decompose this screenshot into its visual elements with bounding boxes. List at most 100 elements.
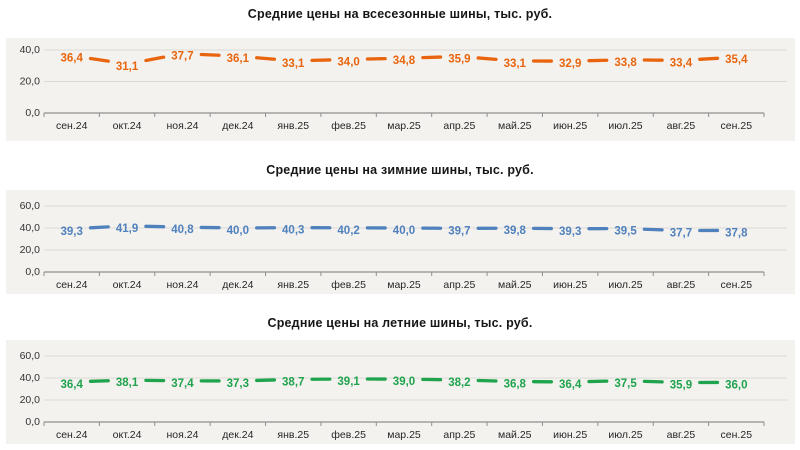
y-tick-label: 60,0 (20, 350, 41, 362)
x-category-label: авг.25 (667, 429, 696, 441)
data-label: 40,3 (282, 225, 304, 237)
x-category-label: фев.25 (331, 279, 366, 291)
data-label: 33,4 (670, 57, 693, 69)
x-category-label: дек.24 (222, 279, 253, 291)
plot-summer: 0,0 20,0 40,0 60,0 сен.24 окт.24 ноя.24 дек.24 я… (6, 340, 795, 444)
x-category-label: мар.25 (387, 120, 421, 132)
data-label: 40,8 (171, 224, 194, 236)
chart-title-allseason: Средние цены на всесезонные шины, тыс. р… (247, 7, 553, 21)
x-category-label: сен.24 (56, 279, 88, 291)
data-label: 36,0 (725, 379, 747, 391)
chart-title-summer: Средние цены на летние шины, тыс. руб. (267, 316, 533, 330)
data-label: 41,9 (116, 223, 138, 235)
chart-allseason-tires: Средние цены на всесезонные шины, тыс. р… (0, 0, 800, 150)
y-tick-label: 40,0 (20, 44, 41, 56)
data-label: 35,9 (670, 380, 692, 392)
data-label: 39,5 (614, 226, 637, 238)
plot-area (6, 340, 795, 444)
x-category-label: май.25 (498, 120, 532, 132)
x-category-label: мар.25 (387, 279, 421, 291)
series-dash (144, 55, 166, 63)
data-label: 40,0 (393, 225, 415, 237)
x-category-label: июл.25 (608, 279, 642, 291)
data-label: 36,8 (504, 379, 527, 391)
x-category-label: июл.25 (608, 120, 642, 132)
data-label: 32,9 (559, 58, 581, 70)
data-label: 36,4 (60, 53, 83, 65)
data-label: 37,8 (725, 227, 748, 239)
x-category-label: май.25 (498, 429, 532, 441)
y-tick-label: 20,0 (20, 244, 41, 256)
series-dash (642, 227, 664, 232)
x-category-label: янв.25 (277, 120, 309, 132)
data-label: 37,7 (171, 51, 193, 63)
x-category-label: окт.24 (113, 279, 142, 291)
series-dash (88, 379, 110, 383)
series-dash (698, 56, 720, 61)
data-label: 38,7 (282, 376, 304, 388)
data-label: 39,7 (448, 225, 470, 237)
y-tick-label: 20,0 (20, 76, 41, 88)
x-category-label: июн.25 (553, 429, 587, 441)
data-label: 40,2 (337, 225, 359, 237)
x-category-label: июн.25 (553, 120, 587, 132)
series-dash (88, 56, 110, 63)
chart-winter-tires: Средние цены на зимние шины, тыс. руб. 0… (0, 150, 800, 300)
data-label: 33,1 (504, 58, 527, 70)
data-label: 36,4 (60, 379, 83, 391)
x-category-label: ноя.24 (167, 429, 199, 441)
data-label: 37,3 (227, 378, 249, 390)
y-tick-label: 60,0 (20, 200, 41, 212)
data-label: 40,0 (227, 225, 249, 237)
y-tick-label: 20,0 (20, 394, 41, 406)
y-tick-label: 40,0 (20, 222, 41, 234)
data-label: 34,0 (337, 56, 359, 68)
data-label: 36,1 (227, 53, 250, 65)
plot-allseason: 0,0 20,0 40,0 сен.24 окт.24 ноя.24 дек.24 янв.2… (6, 38, 795, 141)
x-category-label: июн.25 (553, 279, 587, 291)
data-label: 35,4 (725, 54, 748, 66)
y-tick-label: 0,0 (25, 416, 40, 428)
data-label: 39,1 (337, 376, 360, 388)
x-category-label: сен.25 (721, 279, 753, 291)
x-category-label: окт.24 (113, 429, 142, 441)
data-label: 34,8 (393, 55, 416, 67)
x-category-label: сен.24 (56, 429, 88, 441)
x-category-label: сен.25 (721, 429, 753, 441)
x-category-label: мар.25 (387, 429, 421, 441)
x-category-label: авг.25 (667, 279, 696, 291)
series-dash (199, 52, 221, 57)
x-category-label: сен.24 (56, 120, 88, 132)
series-dash (421, 55, 443, 60)
data-label: 35,9 (448, 53, 470, 65)
x-category-label: фев.25 (331, 120, 366, 132)
data-label: 39,3 (559, 226, 581, 238)
data-label: 38,2 (448, 377, 470, 389)
x-category-label: ноя.24 (167, 120, 199, 132)
x-category-label: апр.25 (443, 429, 475, 441)
series-dash (642, 379, 664, 384)
plot-area (6, 38, 795, 141)
data-label: 39,8 (504, 225, 527, 237)
chart-summer-tires: Средние цены на летние шины, тыс. руб. 0… (0, 300, 800, 450)
x-category-label: янв.25 (277, 279, 309, 291)
x-category-label: июл.25 (608, 429, 642, 441)
data-label: 39,0 (393, 376, 415, 388)
y-tick-label: 0,0 (25, 107, 40, 119)
x-category-label: дек.24 (222, 120, 253, 132)
series-dash (88, 225, 110, 230)
x-category-label: янв.25 (277, 429, 309, 441)
y-tick-label: 0,0 (25, 266, 40, 278)
data-label: 38,1 (116, 377, 139, 389)
x-category-label: ноя.24 (167, 279, 199, 291)
x-category-label: дек.24 (222, 429, 253, 441)
plot-area (6, 190, 795, 294)
data-label: 37,7 (670, 228, 692, 240)
data-label: 31,1 (116, 61, 139, 73)
x-category-label: май.25 (498, 279, 532, 291)
x-category-label: апр.25 (443, 120, 475, 132)
x-category-label: авг.25 (667, 120, 696, 132)
series-dash (476, 56, 498, 62)
data-label: 33,1 (282, 58, 305, 70)
x-category-label: сен.25 (721, 120, 753, 132)
